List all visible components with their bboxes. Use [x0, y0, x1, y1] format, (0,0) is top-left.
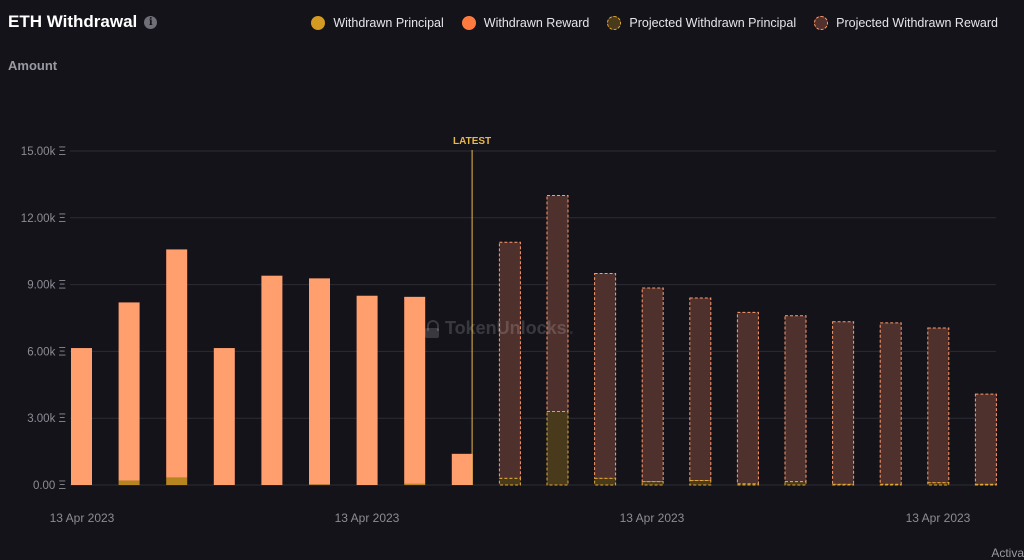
- legend-item-projected-reward[interactable]: Projected Withdrawn Reward: [814, 16, 998, 30]
- legend-item-withdrawn-principal[interactable]: Withdrawn Principal: [311, 16, 444, 30]
- watermark-text-unlocks: Unlocks: [496, 318, 567, 338]
- latest-marker-label: LATEST: [453, 136, 491, 147]
- bar-withdrawn-principal: [404, 483, 426, 485]
- bar-projected-reward: [736, 311, 759, 485]
- bar-withdrawn-reward: [309, 278, 330, 485]
- bar-withdrawn-principal: [166, 477, 188, 485]
- watermark-text-dot: .: [568, 318, 574, 338]
- watermark-text-token: Token: [445, 318, 497, 338]
- corner-text: Activa: [991, 546, 1024, 560]
- bar-projected-reward: [832, 321, 855, 485]
- bar-projected-principal: [498, 477, 521, 486]
- bar-projected-reward: [546, 195, 569, 413]
- bar-projected-reward: [498, 241, 521, 479]
- x-tick-label: 13 Apr 2023: [906, 511, 971, 525]
- y-tick-label: 6.00k Ξ: [27, 346, 66, 358]
- y-tick-label: 12.00k Ξ: [21, 213, 66, 225]
- bar-withdrawn-reward: [71, 348, 92, 485]
- bar-projected-principal: [974, 483, 997, 486]
- bar-projected-principal: [546, 411, 569, 486]
- legend: Withdrawn Principal Withdrawn Reward Pro…: [311, 16, 998, 30]
- bar-projected-reward: [927, 327, 950, 484]
- bar-projected-principal: [784, 481, 807, 486]
- bar-projected-reward: [689, 297, 712, 482]
- bar-projected-principal: [736, 483, 759, 486]
- bar-projected-principal: [689, 480, 712, 486]
- chart-header: ETH Withdrawal i: [8, 12, 158, 32]
- y-axis-title: Amount: [8, 58, 58, 73]
- legend-swatch-withdrawn-reward: [461, 16, 476, 30]
- bar-projected-reward: [784, 315, 807, 483]
- lock-icon: [425, 319, 439, 338]
- legend-swatch-projected-reward: [814, 16, 829, 30]
- bar-projected-principal: [879, 483, 902, 486]
- bar-projected-reward: [594, 272, 617, 479]
- info-icon[interactable]: i: [144, 15, 158, 29]
- chart-title: ETH Withdrawal: [8, 12, 138, 31]
- legend-swatch-projected-principal: [607, 16, 622, 30]
- bar-projected-reward: [879, 322, 902, 485]
- bar-withdrawn-reward: [118, 302, 140, 481]
- legend-item-withdrawn-reward[interactable]: Withdrawn Reward: [461, 16, 590, 30]
- legend-label: Projected Withdrawn Reward: [836, 16, 998, 30]
- bar-withdrawn-reward: [261, 275, 283, 485]
- bar-projected-principal: [594, 477, 617, 486]
- legend-item-projected-principal[interactable]: Projected Withdrawn Principal: [607, 16, 796, 30]
- bar-withdrawn-reward: [404, 296, 426, 484]
- bar-withdrawn-reward: [356, 295, 378, 485]
- x-tick-label: 13 Apr 2023: [335, 511, 400, 525]
- bar-withdrawn-reward: [213, 348, 235, 485]
- bar-projected-reward: [641, 287, 664, 483]
- bar-projected-reward: [974, 393, 997, 485]
- x-tick-label: 13 Apr 2023: [620, 511, 685, 525]
- bar-withdrawn-reward: [166, 249, 188, 478]
- legend-label: Withdrawn Principal: [333, 16, 444, 30]
- watermark: Token Unlocks .: [425, 318, 574, 339]
- bar-withdrawn-reward: [451, 453, 473, 485]
- x-tick-label: 13 Apr 2023: [50, 511, 115, 525]
- y-tick-label: 9.00k Ξ: [27, 280, 66, 292]
- bar-withdrawn-principal: [309, 484, 330, 485]
- legend-label: Projected Withdrawn Principal: [629, 16, 797, 30]
- legend-swatch-withdrawn-principal: [311, 16, 326, 30]
- legend-label: Withdrawn Reward: [483, 16, 590, 30]
- y-tick-label: 3.00k Ξ: [27, 413, 66, 425]
- y-tick-label: 0.00 Ξ: [33, 480, 66, 492]
- bar-projected-principal: [832, 483, 855, 486]
- bar-withdrawn-principal: [118, 480, 140, 485]
- bar-projected-principal: [927, 482, 950, 486]
- bar-projected-principal: [641, 481, 664, 486]
- y-tick-label: 15.00k Ξ: [21, 146, 66, 158]
